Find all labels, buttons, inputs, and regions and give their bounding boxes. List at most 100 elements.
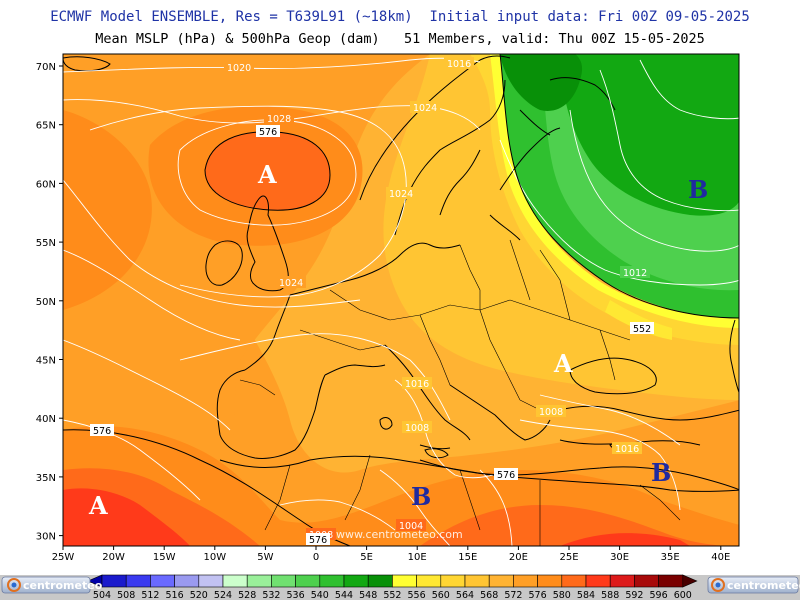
legend-swatch [150, 574, 175, 588]
lat-label: 50N [36, 297, 56, 308]
legend-swatch [392, 574, 417, 588]
isobar-label: 1024 [389, 189, 413, 200]
low-pressure-marker: B [688, 175, 708, 204]
lat-label: 40N [36, 414, 56, 425]
lon-label: 5W [257, 552, 273, 563]
legend-arrow-right [682, 574, 698, 588]
legend-value: 552 [383, 590, 401, 600]
legend-value: 512 [141, 590, 159, 600]
lat-label: 60N [36, 179, 56, 190]
lat-label: 30N [36, 532, 56, 543]
map-title-line-2: Mean MSLP (hPa) & 500hPa Geop (dam) 51 M… [95, 31, 705, 47]
political-borders [239, 239, 681, 546]
legend-value: 568 [480, 590, 498, 600]
isobar-label: 1028 [267, 114, 291, 125]
lon-label: 0 [313, 552, 319, 563]
high-pressure-marker: A [88, 491, 108, 520]
logo-left-text: centrometeo [23, 579, 103, 592]
lon-label: 25E [559, 552, 578, 563]
legend-value: 588 [601, 590, 619, 600]
legend-swatch [367, 574, 393, 588]
lon-label: 15W [153, 552, 176, 563]
lat-label: 70N [36, 62, 56, 73]
legend-value: 560 [432, 590, 450, 600]
legend-swatch [416, 574, 442, 588]
legend-swatch [634, 574, 659, 588]
lon-label: 15E [458, 552, 477, 563]
longitude-axis: 25W 20W 15W 10W 5W 0 5E 10E 15E 20E 25E 30E 35E 40E [52, 546, 730, 563]
legend-value: 520 [190, 590, 208, 600]
legend-value: 548 [359, 590, 377, 600]
legend-value: 576 [529, 590, 547, 600]
legend-swatch [585, 574, 611, 588]
legend-value: 600 [674, 590, 692, 600]
logo-right: centrometeo [707, 576, 800, 594]
legend-value: 556 [408, 590, 426, 600]
legend-swatch [561, 574, 587, 588]
isobar-label: 1016 [447, 59, 471, 70]
legend-swatch [222, 574, 248, 588]
lon-label: 10E [408, 552, 427, 563]
geopotential-label: 552 [633, 324, 651, 335]
lon-label: 25W [52, 552, 75, 563]
legend-value: 532 [262, 590, 280, 600]
legend-swatch [343, 574, 369, 588]
low-pressure-marker: B [411, 482, 431, 511]
lat-label: 35N [36, 473, 56, 484]
color-legend: 504 508 512 516 520 524 528 532 536 540 544 548 552 5… [87, 574, 698, 600]
geopotential-label: 576 [93, 426, 111, 437]
legend-swatch [464, 574, 490, 588]
legend-swatch [609, 574, 635, 588]
lon-label: 20E [509, 552, 528, 563]
isobar-label: 1008 [405, 423, 429, 434]
map-frame [62, 53, 740, 547]
isobar-label: 1012 [623, 268, 647, 279]
lon-label: 10W [203, 552, 226, 563]
legend-value: 516 [166, 590, 184, 600]
geopotential-label: 576 [309, 535, 327, 546]
legend-swatch [537, 574, 563, 588]
lat-label: 45N [36, 356, 56, 367]
lon-label: 20W [102, 552, 125, 563]
legend-swatch [488, 574, 514, 588]
legend-swatch [271, 574, 296, 588]
legend-value: 536 [287, 590, 305, 600]
latitude-axis: 70N 65N 60N 55N 50N 45N 40N 35N 30N [36, 62, 63, 543]
isobar-label: 1016 [615, 444, 639, 455]
lat-label: 65N [36, 121, 56, 132]
legend-value: 580 [553, 590, 571, 600]
lat-label: 55N [36, 238, 56, 249]
legend-value: 572 [504, 590, 522, 600]
geopotential-labels: 576 552 576 576 576 [90, 125, 654, 546]
legend-value: 504 [93, 590, 111, 600]
high-pressure-marker: A [553, 349, 573, 378]
legend-value: 596 [650, 590, 668, 600]
legend-value: 528 [238, 590, 256, 600]
geopotential-label: 576 [497, 470, 515, 481]
lon-label: 30E [610, 552, 629, 563]
logo-left: centrometeo [1, 576, 103, 594]
map-field [63, 54, 739, 546]
isobar-label: 1016 [405, 379, 429, 390]
isobar-label: 1024 [279, 278, 303, 289]
high-pressure-marker: A [257, 160, 277, 189]
isobar-label: 1024 [413, 103, 437, 114]
legend-swatch [319, 574, 345, 588]
map-title-line-1: ECMWF Model ENSEMBLE, Res = T639L91 (~18… [50, 9, 750, 25]
isobars [63, 57, 739, 546]
isobar-label: 1008 [539, 407, 563, 418]
legend-value: 584 [577, 590, 595, 600]
legend-value: 592 [625, 590, 643, 600]
pressure-centers: A B A A B B [88, 160, 708, 520]
legend-value: 540 [311, 590, 329, 600]
legend-swatch [295, 574, 321, 588]
low-pressure-marker: B [651, 458, 671, 487]
logo-right-text: centrometeo [727, 579, 800, 592]
legend-swatch [125, 574, 151, 588]
isobar-labels: 1020 1016 1028 1024 1024 1024 1012 1016 … [224, 57, 650, 541]
legend-value: 508 [117, 590, 135, 600]
isobar-label: 1004 [399, 521, 423, 532]
isobar-label: 1020 [227, 63, 251, 74]
legend-value: 564 [456, 590, 474, 600]
